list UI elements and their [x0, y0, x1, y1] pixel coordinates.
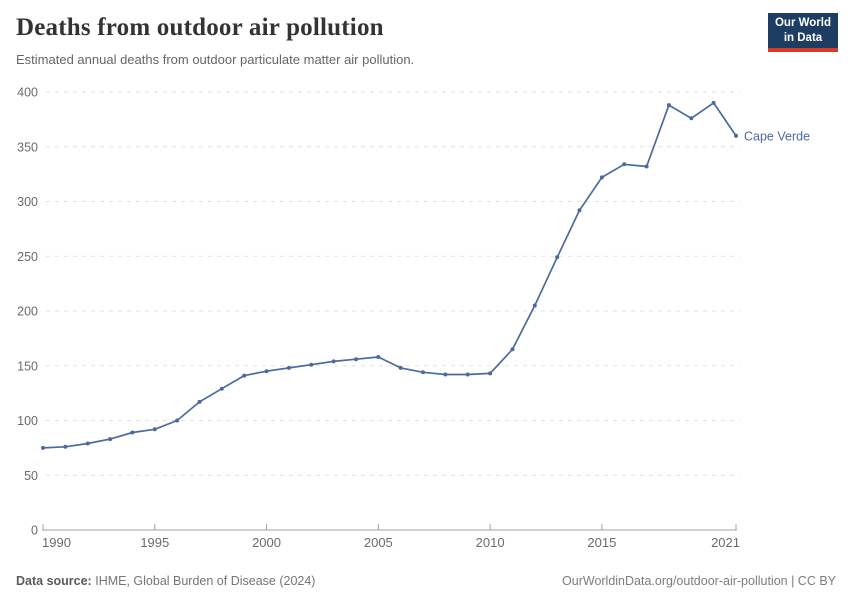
data-point [197, 399, 202, 404]
data-point [152, 427, 157, 432]
data-point [63, 444, 68, 449]
y-tick-label-200: 200 [17, 305, 38, 319]
data-point [130, 430, 135, 435]
data-point [443, 372, 448, 377]
chart-footer: Data source: IHME, Global Burden of Dise… [16, 574, 836, 588]
data-source-value: IHME, Global Burden of Disease (2024) [95, 574, 316, 588]
y-tick-label-100: 100 [17, 414, 38, 428]
owid-logo[interactable]: Our World in Data [768, 13, 838, 52]
data-point [376, 355, 381, 359]
data-point [734, 133, 738, 138]
owid-logo-line1: Our World [774, 17, 831, 29]
x-tick-label-2021: 2021 [711, 535, 740, 550]
data-point [711, 100, 716, 105]
data-point [488, 371, 493, 376]
owid-logo-line2: in Data [783, 32, 823, 44]
data-point [331, 359, 336, 364]
series-end-label[interactable]: Cape Verde [744, 129, 810, 143]
y-tick-label-300: 300 [17, 195, 38, 209]
x-tick-label-2005: 2005 [364, 535, 393, 550]
data-point [219, 386, 224, 391]
data-point [644, 164, 649, 169]
data-point [309, 362, 314, 367]
data-point [666, 103, 671, 108]
data-point [264, 369, 269, 374]
data-point [421, 370, 425, 375]
data-point [41, 445, 45, 450]
y-tick-label-150: 150 [17, 359, 38, 373]
data-point [242, 373, 247, 378]
data-source-label: Data source: [16, 574, 92, 588]
attribution-link[interactable]: OurWorldinData.org/outdoor-air-pollution… [562, 574, 836, 588]
x-tick-label-2000: 2000 [252, 535, 281, 550]
data-source: Data source: IHME, Global Burden of Dise… [16, 574, 315, 588]
data-point [354, 357, 358, 362]
page-title: Deaths from outdoor air pollution [16, 14, 384, 41]
data-point [577, 208, 582, 213]
series-line-cape-verde [42, 102, 737, 449]
data-point [622, 162, 627, 167]
data-point [108, 437, 113, 442]
chart-subtitle: Estimated annual deaths from outdoor par… [16, 52, 415, 67]
data-point [175, 418, 180, 423]
data-point [465, 372, 470, 377]
data-point [599, 175, 604, 180]
x-tick-label-2010: 2010 [476, 535, 505, 550]
data-point [689, 116, 694, 121]
y-tick-label-400: 400 [17, 86, 38, 100]
data-point [286, 365, 291, 370]
data-point [398, 365, 403, 370]
y-tick-label-250: 250 [17, 250, 38, 264]
y-tick-label-350: 350 [17, 140, 38, 154]
data-point [532, 303, 537, 308]
y-tick-label-0: 0 [31, 524, 38, 538]
x-tick-label-2015: 2015 [587, 535, 616, 550]
data-point [85, 441, 90, 446]
data-point [510, 347, 515, 352]
y-tick-label-50: 50 [24, 469, 38, 483]
x-tick-label-1990: 1990 [42, 535, 71, 550]
x-tick-label-1995: 1995 [140, 535, 169, 550]
data-point [555, 255, 560, 260]
